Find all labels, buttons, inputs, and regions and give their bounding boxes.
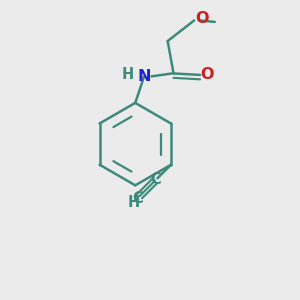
Text: H: H: [128, 195, 140, 210]
Text: C: C: [132, 191, 143, 206]
Text: N: N: [137, 69, 151, 84]
Text: O: O: [195, 11, 208, 26]
Text: C: C: [151, 172, 161, 187]
Text: H: H: [122, 68, 134, 82]
Text: O: O: [201, 68, 214, 82]
